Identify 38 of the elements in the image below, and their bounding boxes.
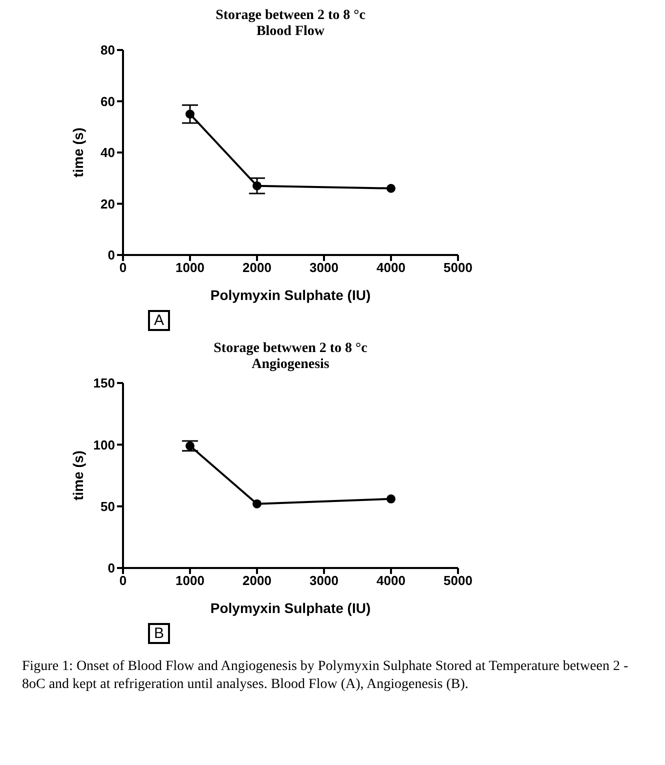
chart-subtitle: Blood Flow [255,24,326,40]
chart-title: Storage between 2 to 8 °c [214,8,366,24]
caption: Figure 1: Onset of Blood Flow and Angiogenesis by Polymyxin Sulphate Stored at Temperature between 2 - 8oC and kept at refrigeration until analyses. Blood Flow (A), Angiogenesis (B). [21,658,630,694]
x-tick-label: 2000 [242,573,272,588]
point [186,110,194,119]
y-tick-label: 150 [93,376,115,391]
text: B [148,623,170,644]
point [252,499,262,508]
y-axis-title: time (s) [70,450,86,500]
chart-title: Storage betwwen 2 to 8 °c [212,341,368,357]
x-tick-label: 1000 [176,573,204,588]
x-tick-label: 1000 [176,260,204,276]
x-tick-label: 3000 [310,260,338,276]
y-axis-title: time (s) [70,128,86,178]
point [186,441,194,450]
y-tick-label: 0 [108,248,115,263]
y-tick-label: 80 [100,42,115,58]
y-tick-label: 40 [100,145,115,160]
x-tick-label: 0 [119,573,127,588]
x-tick-label: 4000 [376,573,406,588]
x-tick-label: 3000 [310,573,338,588]
x-tick-label: 5000 [444,260,472,276]
x-tick-label: 5000 [444,573,472,588]
chart-subtitle: Angiogenesis [250,357,330,373]
point [252,181,262,190]
x-axis-title: Polymyxin Sulphate (IU) [210,600,371,616]
y-tick-label: 0 [108,560,115,576]
y-tick-label: 20 [100,196,115,212]
x-tick-label: 0 [119,260,127,276]
x-axis-title: Polymyxin Sulphate (IU) [210,287,371,303]
y-tick-label: 60 [100,94,115,109]
x-tick-label: 2000 [242,260,272,276]
point [386,184,396,193]
y-tick-label: 50 [100,498,115,514]
x-tick-label: 4000 [376,260,406,276]
text: A [148,310,170,331]
y-tick-label: 100 [93,437,115,452]
point [386,494,396,504]
